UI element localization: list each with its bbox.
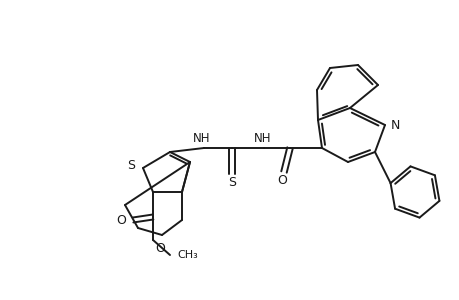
Text: NH: NH	[254, 131, 271, 145]
Text: S: S	[127, 158, 134, 172]
Text: NH: NH	[193, 131, 210, 145]
Text: CH₃: CH₃	[177, 250, 197, 260]
Text: O: O	[155, 242, 164, 255]
Text: N: N	[390, 118, 399, 131]
Text: S: S	[228, 176, 235, 188]
Text: O: O	[116, 214, 126, 226]
Text: O: O	[276, 173, 286, 187]
